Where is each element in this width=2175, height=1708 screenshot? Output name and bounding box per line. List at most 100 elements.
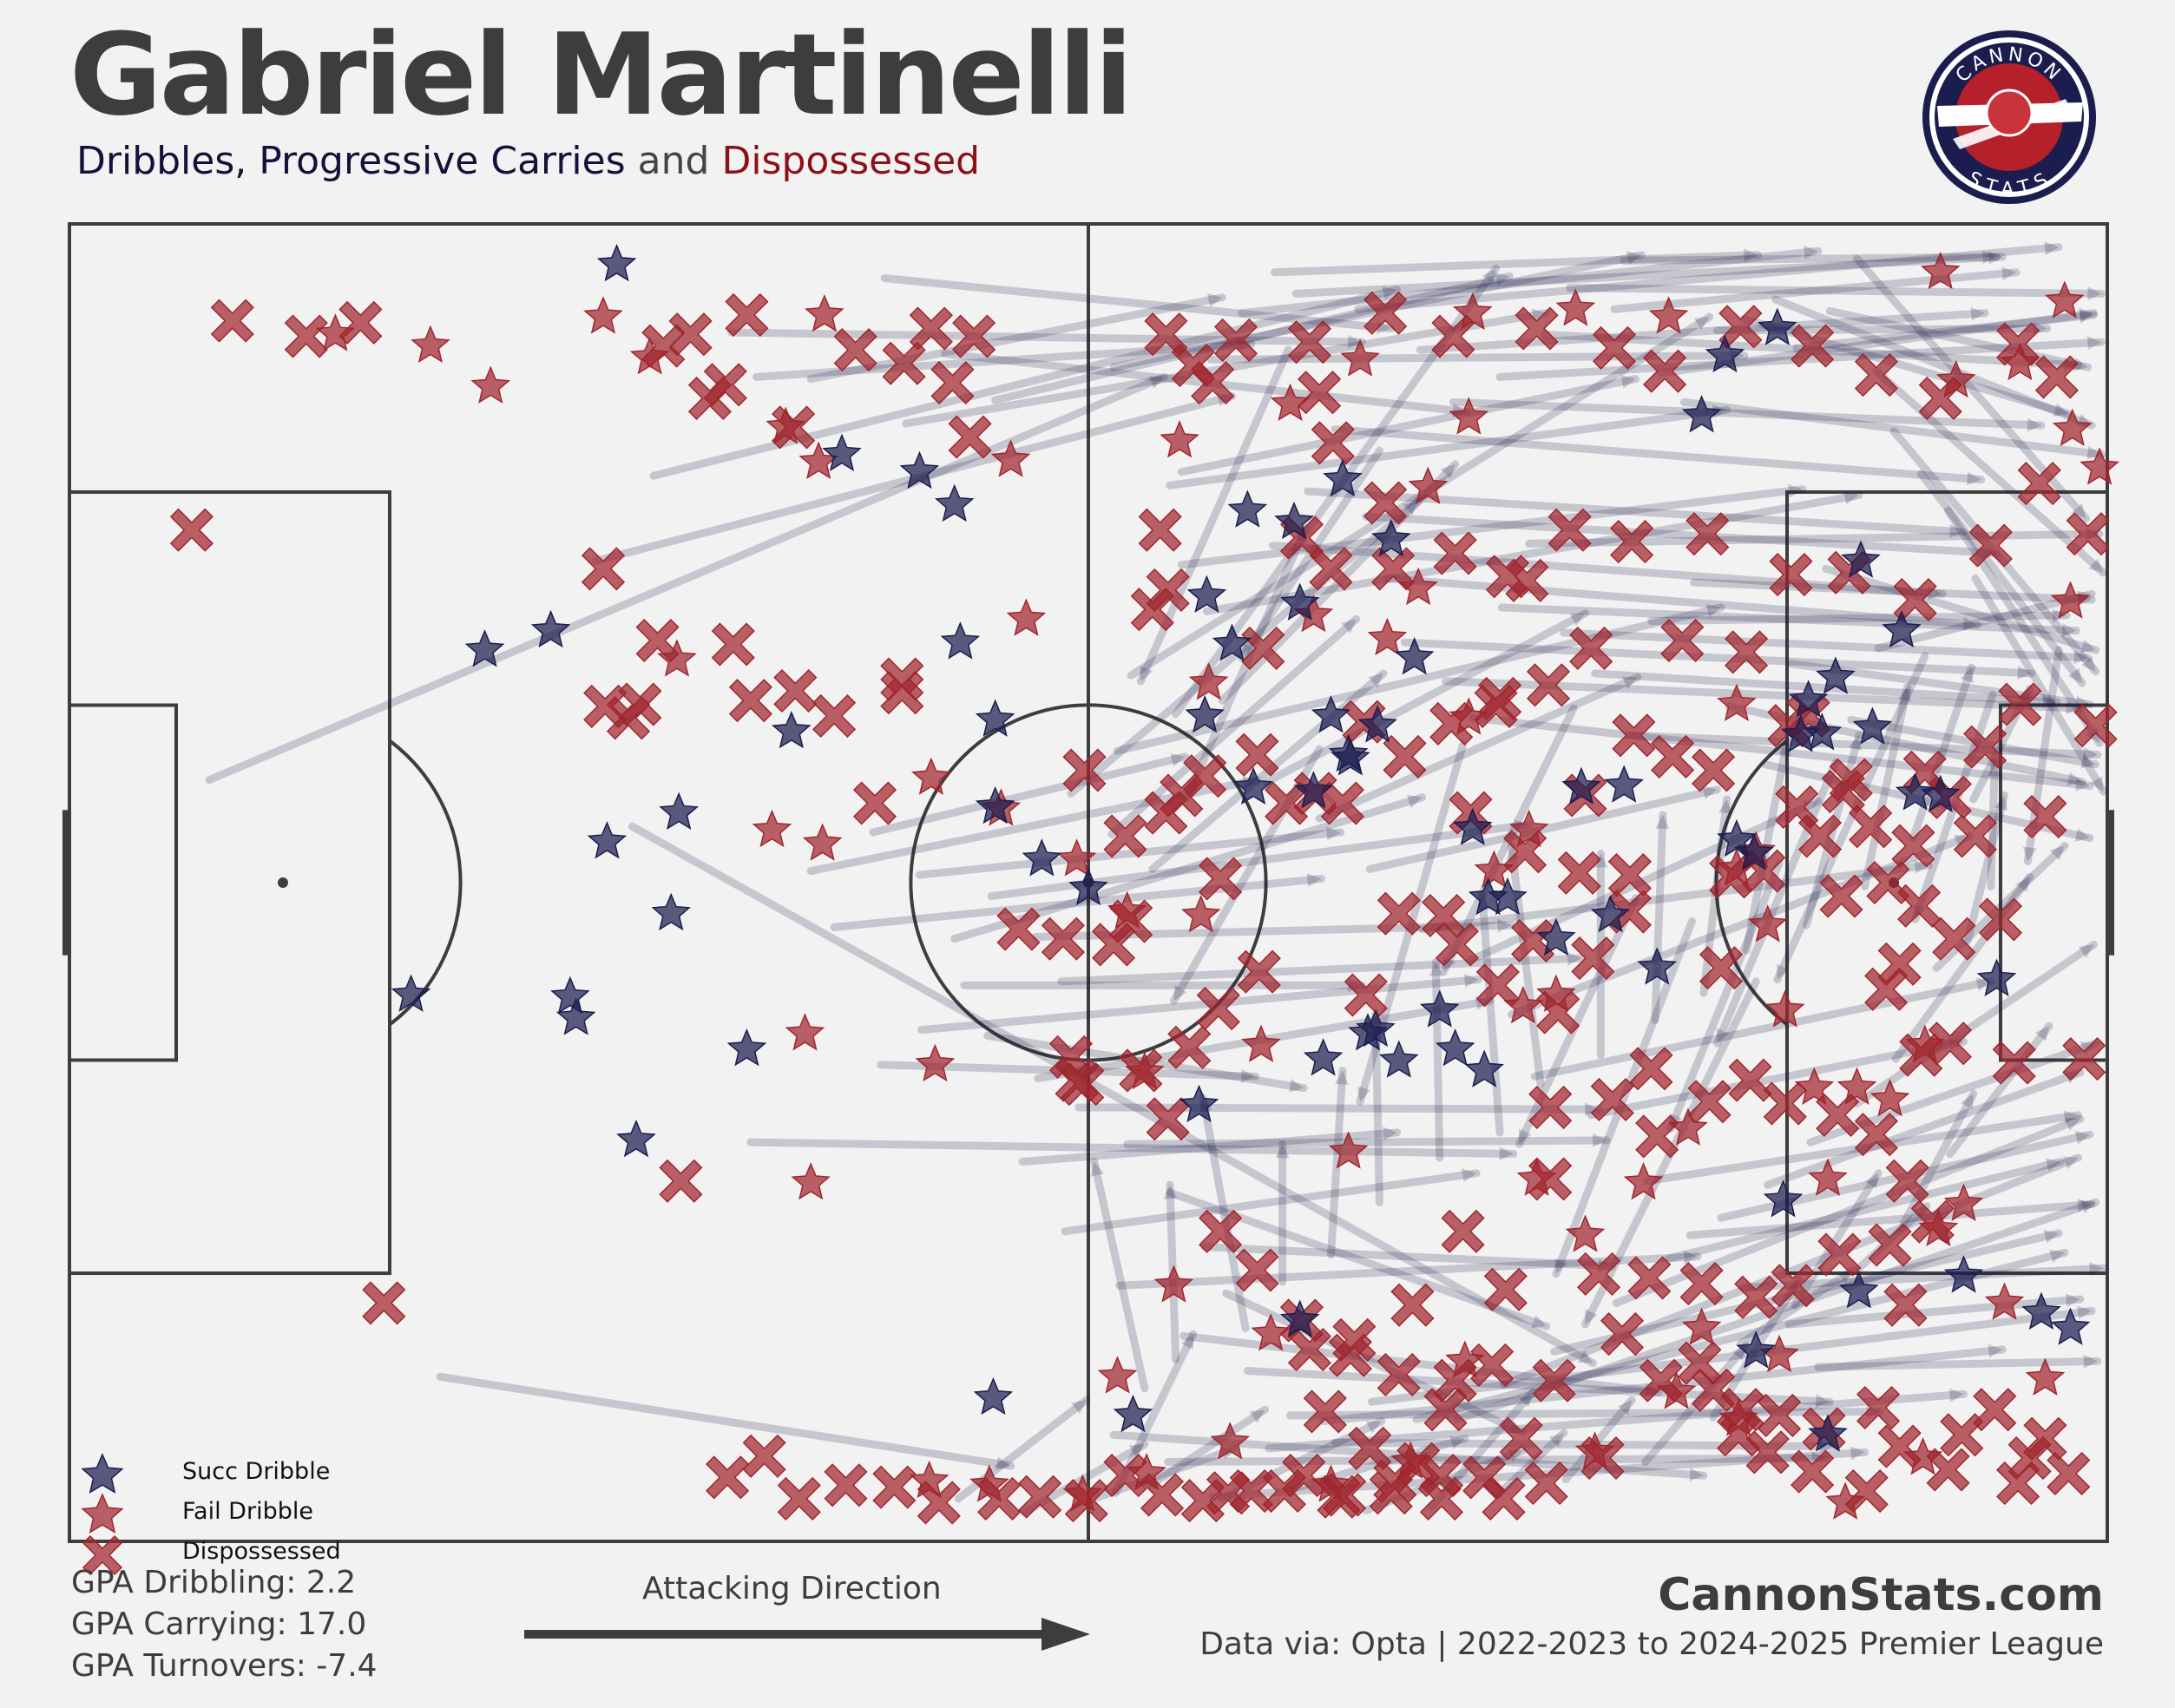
- fail-dribble-marker: [1516, 1158, 1557, 1196]
- dispossessed-marker: [1932, 916, 1976, 961]
- dispossessed-marker: [362, 1281, 406, 1325]
- fail-dribble-marker: [766, 406, 805, 444]
- carry-arrowhead: [2064, 1117, 2080, 1131]
- carry-arrowhead: [1712, 404, 1727, 419]
- carry-arrowhead: [2073, 650, 2088, 665]
- carry-arrowhead: [2043, 1229, 2060, 1244]
- succ-dribble-marker: [1022, 838, 1062, 877]
- carry-arrowhead: [1341, 619, 1357, 634]
- fail-dribble-marker: [1869, 1079, 1910, 1117]
- dispossessed-marker: [1571, 936, 1615, 981]
- fail-dribble-marker: [1668, 1107, 1708, 1146]
- dispossessed-marker: [812, 693, 857, 739]
- succ-dribble-marker: [975, 785, 1015, 824]
- legend-label-succ: Succ Dribble: [182, 1458, 331, 1485]
- fail-dribble-marker: [1251, 1313, 1291, 1351]
- dispossessed-marker: [1569, 626, 1613, 670]
- carry-line: [1497, 603, 2080, 635]
- carry-arrowhead: [1090, 1161, 1104, 1177]
- fail-dribble-marker: [1340, 338, 1380, 377]
- carry-arrowhead: [1569, 613, 1586, 627]
- carry-arrowhead: [2079, 308, 2094, 322]
- dispossessed-marker: [1821, 770, 1865, 814]
- carry-arrowhead: [1988, 250, 2003, 265]
- succ-dribble-marker: [1274, 501, 1314, 540]
- fail-dribble-marker: [791, 1162, 831, 1200]
- fail-dribble-marker: [1210, 1422, 1251, 1460]
- fail-dribble-marker: [1241, 1024, 1281, 1062]
- fail-dribble-marker: [1574, 1431, 1615, 1469]
- succ-dribble-marker: [1943, 1255, 1984, 1293]
- fail-dribble-marker: [909, 1460, 950, 1499]
- carry-arrowhead: [1948, 1388, 1964, 1403]
- carry-arrowhead: [1848, 735, 1863, 751]
- carry-line: [1507, 842, 1545, 1088]
- carry-arrowhead: [2062, 1156, 2079, 1170]
- succ-dribble-marker: [1303, 1038, 1344, 1076]
- dispossessed-marker: [1171, 343, 1215, 388]
- dispossessed-marker: [2023, 795, 2067, 839]
- dispossessed-marker: [1734, 1275, 1778, 1319]
- carry-arrowhead: [2022, 846, 2037, 862]
- carry-line: [1166, 405, 1731, 489]
- carry-line: [1874, 589, 2096, 653]
- dispossessed-marker: [1547, 508, 1592, 552]
- carry-arrowhead: [2077, 1198, 2093, 1212]
- carry-line: [1383, 575, 1981, 629]
- dispossessed-layer: [169, 291, 2118, 1525]
- dispossessed-marker: [872, 1465, 917, 1509]
- fail-dribble-marker: [1943, 1183, 1984, 1221]
- dispossessed-marker: [1883, 1283, 1928, 1327]
- carry-arrowhead: [1554, 1258, 1568, 1274]
- carry-line: [1646, 611, 2071, 626]
- carry-arrowhead: [1071, 1400, 1087, 1415]
- dispossessed-marker: [1417, 1454, 1462, 1498]
- dispossessed-marker: [2023, 1416, 2067, 1461]
- succ-dribble-marker: [2021, 1291, 2061, 1330]
- fail-dribble-marker: [1681, 1307, 1722, 1345]
- carry-arrowhead: [2001, 266, 2016, 281]
- carry-arrowhead: [1548, 1433, 1564, 1448]
- dispossessed-marker: [1963, 725, 2007, 769]
- carry-arrowhead: [1449, 1435, 1465, 1449]
- subtitle-and: and: [637, 139, 710, 183]
- carry-arrowhead: [1693, 317, 1710, 331]
- fail-dribble-marker: [1367, 617, 1408, 656]
- carry-arrowhead: [2066, 700, 2080, 715]
- succ-dribble-marker: [616, 1119, 656, 1158]
- carry-line: [1666, 859, 1784, 1133]
- dispossessed-marker: [1819, 874, 1863, 918]
- carry-line: [869, 752, 1190, 837]
- carry-line: [1222, 1289, 1528, 1437]
- dispossessed-marker: [1940, 1413, 1984, 1457]
- gpa-turnovers: GPA Turnovers: -7.4: [71, 1648, 378, 1684]
- penalty-spot-left: [277, 877, 288, 888]
- dispossessed-marker: [1692, 748, 1736, 792]
- succ-dribble-marker: [1758, 307, 1797, 345]
- dispossessed-marker: [2017, 462, 2061, 506]
- fail-dribble-marker: [1408, 466, 1449, 504]
- carry-line: [205, 372, 1168, 785]
- dispossessed-marker: [1235, 732, 1279, 777]
- fail-dribble-marker: [785, 1013, 825, 1051]
- fail-dribble-marker: [1449, 697, 1489, 735]
- dispossessed-marker: [1610, 520, 1654, 564]
- dispossessed-marker: [2062, 1037, 2106, 1081]
- carry-line: [1123, 1136, 1611, 1148]
- dispossessed-marker: [1996, 1461, 2040, 1506]
- dispossessed-marker: [1692, 1368, 1736, 1412]
- carry-arrowhead: [1716, 1028, 1730, 1044]
- succ-dribble-marker: [1734, 832, 1774, 870]
- fail-dribble-marker: [1825, 1481, 1865, 1520]
- succ-dribble-marker: [973, 1376, 1014, 1416]
- fail-dribble-marker: [1449, 397, 1489, 435]
- fail-dribble-marker: [915, 1043, 956, 1082]
- fail-dribble-marker: [2050, 581, 2091, 619]
- carry-arrowhead: [1914, 860, 1929, 874]
- succ-dribble-marker: [822, 433, 862, 471]
- dispossessed-marker: [1138, 508, 1182, 552]
- dispossessed-marker: [210, 299, 254, 343]
- fail-dribble-marker: [1565, 1214, 1606, 1252]
- carry-arrowhead: [2078, 944, 2094, 958]
- dispossessed-marker: [1103, 814, 1147, 858]
